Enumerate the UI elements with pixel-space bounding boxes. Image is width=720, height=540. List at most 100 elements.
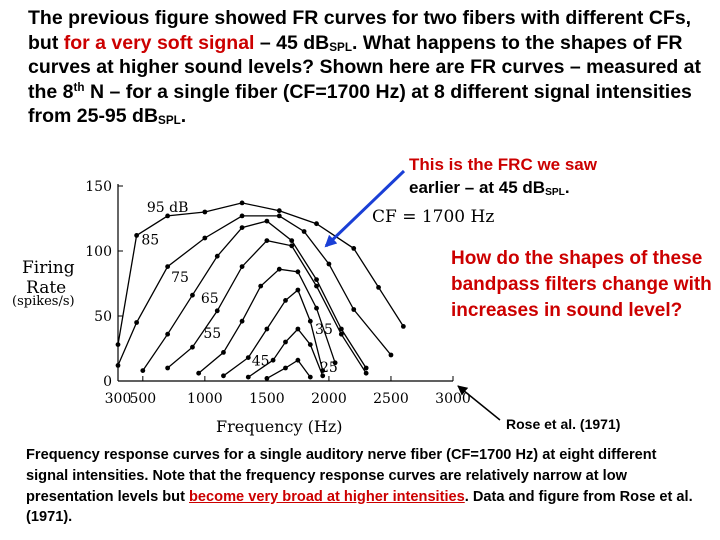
data-point xyxy=(363,365,369,371)
data-point xyxy=(221,350,226,355)
data-point xyxy=(239,264,245,269)
figure-caption: Frequency response curves for a single a… xyxy=(26,445,696,528)
data-point xyxy=(338,331,344,337)
callout-line-2-end: . xyxy=(564,178,570,197)
question-text: How do the shapes of these bandpass filt… xyxy=(451,248,712,321)
caption-part-2: . Data and figure from Rose et al. (1971… xyxy=(26,488,693,526)
data-point xyxy=(307,374,313,380)
y-axis-label-line-3: (spikes/s) xyxy=(12,294,75,309)
data-point xyxy=(115,342,121,347)
y-axis-label-line-1: Firing xyxy=(22,258,75,278)
data-point xyxy=(295,357,301,363)
data-point xyxy=(214,308,220,314)
x-tick-label: 3000 xyxy=(435,391,471,407)
intro-part-5: . xyxy=(180,105,187,127)
data-point xyxy=(289,238,295,244)
data-point xyxy=(314,283,319,289)
data-point xyxy=(376,285,381,290)
data-point xyxy=(258,283,264,289)
data-point xyxy=(283,365,288,371)
data-point xyxy=(264,218,270,224)
data-point xyxy=(289,243,295,249)
intro-subscript-2: SPL xyxy=(158,114,181,127)
data-point xyxy=(283,298,288,303)
data-point xyxy=(264,326,270,332)
data-point xyxy=(276,266,282,272)
data-point xyxy=(239,225,245,231)
data-point xyxy=(165,264,171,269)
data-point xyxy=(239,318,245,324)
data-point xyxy=(388,352,394,358)
intro-subscript-1: SPL xyxy=(329,40,352,54)
data-point xyxy=(239,213,245,219)
y-tick-label: 100 xyxy=(85,244,112,260)
series-label: 75 xyxy=(171,270,189,286)
data-point xyxy=(245,374,251,380)
data-point xyxy=(202,235,208,241)
data-point xyxy=(301,229,307,234)
data-point xyxy=(283,339,288,345)
series-line xyxy=(142,220,367,371)
credit-arrow xyxy=(457,385,501,421)
intro-text: The previous figure showed FR curves for… xyxy=(28,6,708,129)
series-line xyxy=(266,359,311,379)
callout-text: This is the FRC we saw earlier – at 45 d… xyxy=(409,153,669,199)
data-point xyxy=(295,269,301,275)
data-point xyxy=(264,376,270,381)
x-axis-label: Frequency (Hz) xyxy=(216,417,343,436)
data-point xyxy=(239,200,245,206)
data-point xyxy=(400,324,406,329)
intro-part-1: The previous figure showed FR curves for… xyxy=(28,7,692,54)
y-tick-label: 150 xyxy=(85,179,112,195)
data-point xyxy=(295,287,301,293)
data-point xyxy=(338,326,344,332)
data-point xyxy=(314,277,319,282)
data-point xyxy=(314,305,319,311)
y-tick-label: 50 xyxy=(94,309,112,325)
credit-label: Rose et al. (1971) xyxy=(506,416,621,432)
x-tick-label: 2500 xyxy=(373,391,409,407)
data-point xyxy=(196,370,202,376)
data-point xyxy=(190,344,195,350)
data-point xyxy=(165,365,171,371)
data-point xyxy=(351,246,357,251)
data-point xyxy=(202,209,208,215)
data-point xyxy=(314,221,319,227)
data-point xyxy=(295,326,301,332)
series-label: 95 dB xyxy=(147,200,189,216)
intro-highlight: for a very soft signal xyxy=(63,31,255,54)
data-point xyxy=(264,238,270,244)
series-layer: 95 dB 85 75 65 55 45 35 25 xyxy=(115,200,406,381)
intro-part-3: . What happens to the shapes of FR curve… xyxy=(28,31,701,103)
series-label: 25 xyxy=(320,360,338,376)
x-tick-label: 1500 xyxy=(249,391,285,407)
data-point xyxy=(214,253,220,259)
y-axis-label-line-2: Rate xyxy=(26,278,66,298)
intro-superscript: th xyxy=(73,80,85,94)
x-tick-label: 2000 xyxy=(311,391,347,407)
intro-part-4: N – for a single fiber (CF=1700 Hz) at 8… xyxy=(28,80,692,128)
series-line xyxy=(198,268,336,374)
series-label: 35 xyxy=(315,322,333,338)
x-tick-label: 1000 xyxy=(187,391,223,407)
series-label: 55 xyxy=(203,326,221,342)
data-point xyxy=(221,373,226,379)
data-point xyxy=(165,213,171,219)
data-point xyxy=(332,360,338,366)
data-point xyxy=(307,318,313,324)
data-point xyxy=(134,320,140,325)
callout-line-1: This is the FRC we saw xyxy=(409,155,597,174)
series-line xyxy=(117,202,404,345)
data-point xyxy=(307,342,313,347)
series-line xyxy=(223,288,324,377)
data-point xyxy=(134,233,140,238)
x-tick-label: 500 xyxy=(129,391,156,407)
data-point xyxy=(115,363,121,368)
y-tick-label: 0 xyxy=(103,374,112,390)
caption-underlined: become very broad at higher intensities xyxy=(189,488,465,505)
data-point xyxy=(190,292,195,298)
data-point xyxy=(165,331,171,337)
data-point xyxy=(276,208,282,214)
